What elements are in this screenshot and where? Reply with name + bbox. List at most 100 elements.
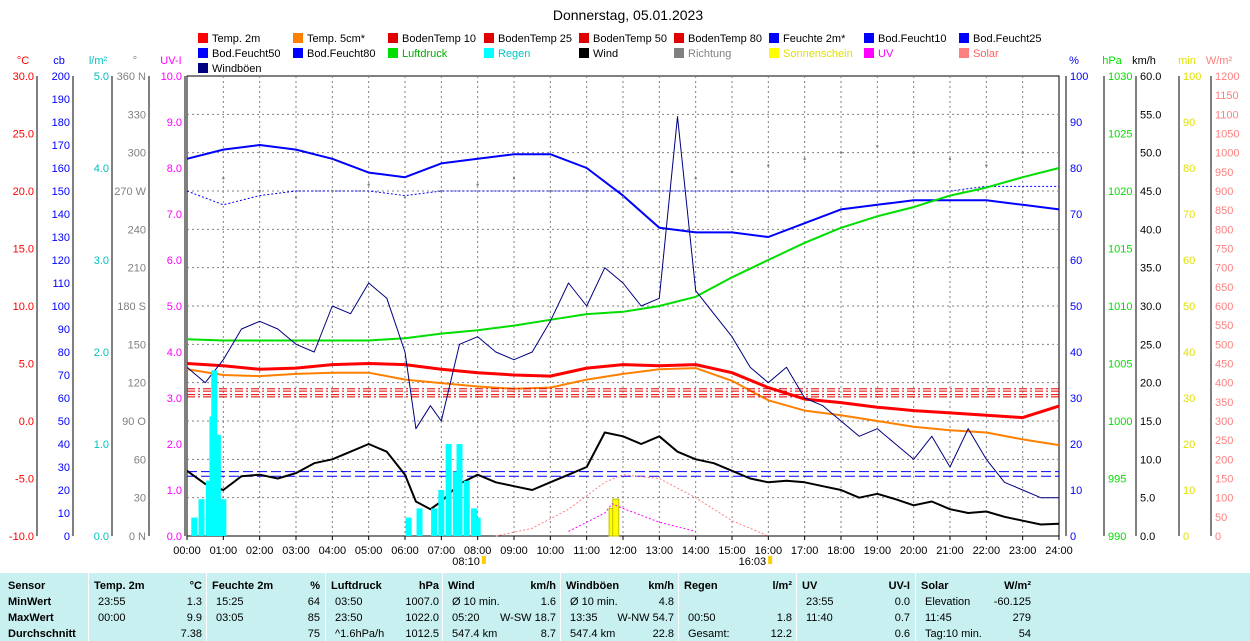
direction-point bbox=[585, 189, 588, 193]
axis-tick-label: 450 bbox=[1215, 359, 1233, 371]
direction-point bbox=[476, 183, 479, 186]
bar-regen bbox=[211, 370, 218, 536]
axis-tick-label: 0.0 bbox=[19, 416, 34, 428]
axis-tick-label: 100 bbox=[1215, 493, 1233, 505]
axis-unit: min bbox=[1178, 55, 1196, 67]
axis-tick-label: 5.0 bbox=[1140, 493, 1155, 505]
axis-tick-label: 1200 bbox=[1215, 71, 1239, 83]
x-tick-label: 08:00 bbox=[464, 545, 492, 557]
axes: °C 30.0 25.0 20.0 15.0 10.0 5.0 0.0 -5.0 -10.0 cb 2… bbox=[9, 55, 1240, 543]
stats-cell: 8.7 bbox=[540, 628, 556, 640]
legend-swatch bbox=[388, 33, 398, 43]
legend-swatch bbox=[293, 48, 303, 58]
axis-tick-label: 35.0 bbox=[1140, 263, 1161, 275]
stats-cell: 1.6 bbox=[540, 596, 556, 608]
x-tick-label: 00:00 bbox=[173, 545, 201, 557]
stats-cell: 13:35 bbox=[570, 612, 598, 624]
axis-tick-label: 10 bbox=[1183, 485, 1195, 497]
axis-unit: km/h bbox=[1132, 55, 1156, 67]
bar-regen bbox=[220, 499, 227, 536]
stats-cell: km/h bbox=[530, 580, 556, 592]
legend-label: Bod.Feucht10 bbox=[878, 33, 947, 45]
bar-regen bbox=[431, 508, 438, 536]
axis-tick-label: 70 bbox=[58, 370, 70, 382]
axis-tick-label: 50 bbox=[1070, 301, 1082, 313]
stats-cell: 23:55 bbox=[98, 596, 126, 608]
axis-tick-label: 1.0 bbox=[167, 485, 182, 497]
axis-unit: l/m² bbox=[89, 55, 108, 67]
chart-title: Donnerstag, 05.01.2023 bbox=[553, 7, 703, 23]
x-tick-label: 21:00 bbox=[936, 545, 964, 557]
legend-label: Sonnenschein bbox=[783, 48, 853, 60]
axis-tick-label: 60 bbox=[1070, 255, 1082, 267]
legend-swatch bbox=[674, 33, 684, 43]
stats-cell: -60.125 bbox=[993, 596, 1031, 608]
series-line-11 bbox=[186, 431, 1060, 526]
bar-regen bbox=[205, 480, 212, 536]
direction-point bbox=[621, 196, 625, 199]
axis-unit: UV-I bbox=[160, 55, 181, 67]
axis-tick-label: 350 bbox=[1215, 397, 1233, 409]
stats-cell: Elevation bbox=[925, 596, 971, 608]
legend-label: Feuchte 2m* bbox=[783, 33, 846, 45]
axis-tick-label: 25.0 bbox=[1140, 339, 1161, 351]
axis-tick-label: 30 bbox=[134, 493, 146, 505]
sun-marker bbox=[768, 556, 773, 564]
bar-regen bbox=[405, 517, 412, 536]
axis-tick-label: 550 bbox=[1215, 320, 1233, 332]
axis-tick-label: 20.0 bbox=[1140, 378, 1161, 390]
direction-point bbox=[440, 189, 443, 193]
axis-tick-label: 100 bbox=[1183, 71, 1201, 83]
axis-tick-label: 120 bbox=[52, 255, 70, 267]
direction-point bbox=[1057, 164, 1061, 167]
stats-cell: Feuchte 2m bbox=[212, 580, 274, 592]
legend-swatch bbox=[579, 48, 589, 58]
axis-tick-label: 140 bbox=[52, 209, 70, 221]
axis-tick-label: 2.0 bbox=[167, 439, 182, 451]
bar-regen bbox=[198, 499, 205, 536]
legend-swatch bbox=[484, 33, 494, 43]
stats-cell: MinWert bbox=[8, 596, 52, 608]
direction-point bbox=[839, 151, 843, 154]
axis-tick-label: 190 bbox=[52, 94, 70, 106]
legend-swatch bbox=[293, 33, 303, 43]
legend-label: Windböen bbox=[212, 63, 262, 75]
legend-swatch bbox=[198, 63, 208, 73]
axis-tick-label: 55.0 bbox=[1140, 109, 1161, 121]
axis-tick-label: 650 bbox=[1215, 282, 1233, 294]
legend-label: Richtung bbox=[688, 48, 731, 60]
axis-tick-label: 210 bbox=[128, 263, 146, 275]
legend-label: Solar bbox=[973, 48, 999, 60]
stats-cell: W/m² bbox=[1004, 580, 1031, 592]
legend-swatch bbox=[864, 33, 874, 43]
stats-cell: hPa bbox=[418, 580, 439, 592]
axis-tick-label: 60 bbox=[58, 393, 70, 405]
x-tick-label: 17:00 bbox=[791, 545, 819, 557]
axis-tick-label: 110 bbox=[52, 278, 70, 290]
axis-tick-label: 180 bbox=[52, 117, 70, 129]
legend-swatch bbox=[769, 48, 779, 58]
axis-tick-label: 15.0 bbox=[13, 244, 34, 256]
x-axis: 00:00 01:00 02:00 03:00 04:00 05:00 06:00 07:00… bbox=[173, 536, 1073, 568]
axis-tick-label: 1150 bbox=[1215, 90, 1239, 102]
stats-cell: Sensor bbox=[8, 580, 46, 592]
stats-cell: 54 bbox=[1018, 628, 1031, 640]
axis-tick-label: 850 bbox=[1215, 205, 1233, 217]
x-tick-label: 11:00 bbox=[573, 545, 600, 557]
stats-cell: Tag:10 min. bbox=[925, 628, 982, 640]
axis-tick-label: 90 O bbox=[122, 416, 146, 428]
direction-point bbox=[331, 189, 334, 193]
axis-tick-label: 250 bbox=[1215, 435, 1233, 447]
legend-label: Temp. 5cm* bbox=[307, 33, 366, 45]
direction-point bbox=[658, 189, 661, 193]
axis-tick-label: 150 bbox=[52, 186, 70, 198]
axis-tick-label: 10 bbox=[58, 508, 70, 520]
stats-cell: 03:50 bbox=[335, 596, 363, 608]
axis-tick-label: 0.0 bbox=[94, 531, 109, 543]
axis-tick-label: 2.0 bbox=[94, 347, 109, 359]
axis-tick-label: 1030 bbox=[1108, 71, 1132, 83]
stats-cell: Durchschnitt bbox=[8, 628, 76, 640]
direction-point bbox=[512, 177, 516, 180]
x-tick-label: 22:00 bbox=[973, 545, 1001, 557]
axis-unit: hPa bbox=[1102, 55, 1122, 67]
